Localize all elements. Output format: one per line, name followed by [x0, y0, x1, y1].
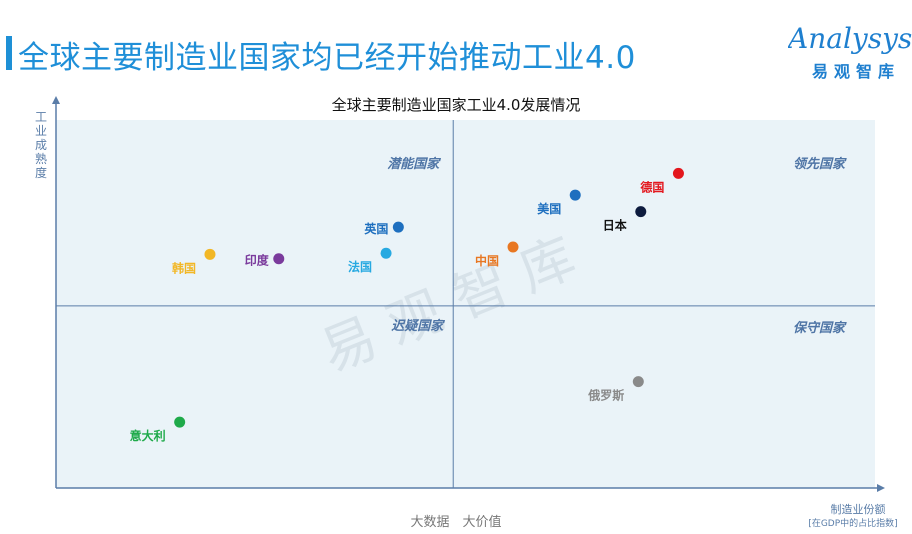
data-point-1: [273, 253, 285, 265]
data-label-2: 英国: [364, 221, 388, 236]
data-point-7: [672, 167, 684, 179]
logo-chinese-name: 易观智库: [812, 62, 901, 81]
data-point-2: [392, 221, 404, 233]
quadrant-label-bottom-right: 保守国家: [793, 320, 847, 336]
quadrant-label-top-right: 领先国家: [793, 156, 847, 172]
data-label-5: 美国: [537, 201, 561, 216]
data-point-3: [380, 247, 392, 259]
data-point-9: [632, 376, 644, 388]
quadrant-label-top-left: 潜能国家: [387, 156, 441, 172]
footer-slogan: 大数据 大价值: [410, 515, 502, 530]
data-label-3: 法国: [348, 259, 372, 274]
analysys-logo: Analysys 易观智库: [788, 22, 912, 84]
data-point-5: [569, 189, 581, 201]
data-point-0: [204, 248, 216, 260]
chart-title: 全球主要制造业国家工业4.0发展情况: [331, 96, 581, 114]
data-label-1: 印度: [245, 253, 270, 268]
quadrant-label-bottom-left: 迟疑国家: [391, 318, 445, 334]
data-point-4: [507, 241, 519, 253]
y-axis-arrow: [52, 96, 60, 104]
data-label-6: 日本: [603, 218, 627, 233]
title-accent-bar: [6, 36, 12, 70]
plot-background: [56, 120, 875, 488]
data-label-8: 意大利: [130, 428, 166, 443]
y-axis-label: 工业成熟度: [34, 110, 47, 180]
x-axis-label: 制造业份额: [830, 503, 886, 516]
data-label-4: 中国: [475, 253, 499, 268]
x-axis-arrow: [877, 484, 885, 492]
data-label-0: 韩国: [172, 260, 196, 275]
data-label-9: 俄罗斯: [587, 388, 624, 403]
data-label-7: 德国: [640, 179, 664, 194]
x-axis-note: [在GDP中的占比指数]: [808, 519, 898, 529]
data-point-6: [635, 206, 647, 218]
logo-wordmark: Analysys: [788, 22, 912, 55]
data-point-8: [174, 416, 186, 428]
page-title: 全球主要制造业国家均已经开始推动工业4.0: [18, 40, 636, 76]
